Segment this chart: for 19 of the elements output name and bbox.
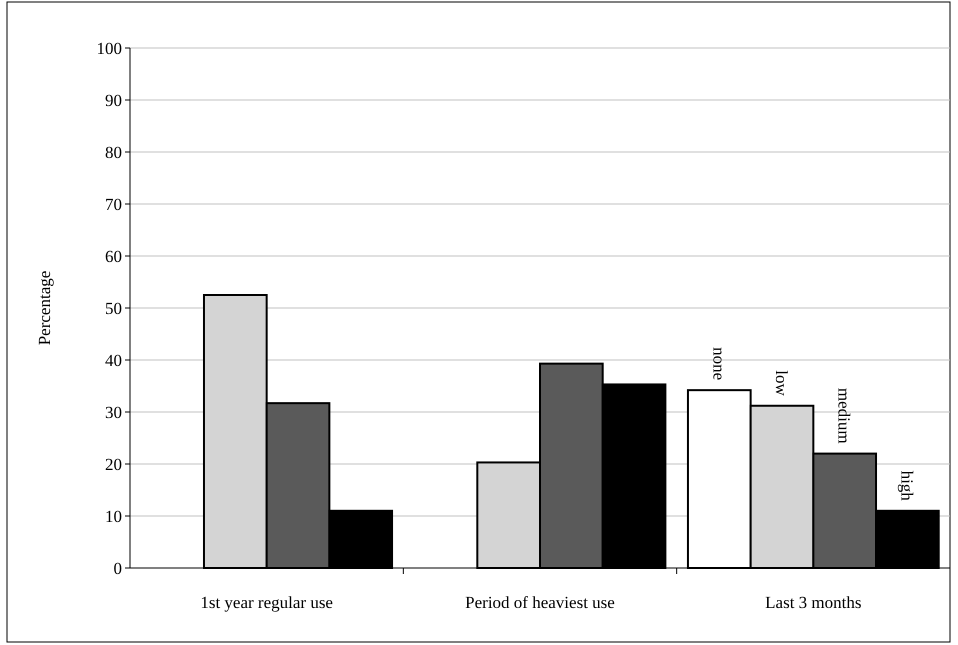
y-tick-label: 100 — [96, 38, 122, 58]
text: medium — [834, 388, 854, 444]
text: low — [772, 370, 792, 396]
x-tick-label: 1st year regular use — [200, 593, 333, 612]
y-tick-label: 80 — [105, 142, 122, 162]
x-tick-label: Last 3 months — [765, 593, 862, 612]
y-tick-label: 70 — [105, 194, 122, 214]
y-tick-label: 30 — [105, 402, 122, 422]
y-tick-label: 20 — [105, 454, 122, 474]
y-axis-title: Percentage — [35, 270, 54, 346]
y-tick-label: 40 — [105, 350, 122, 370]
y-tick-label: 50 — [105, 298, 122, 318]
y-tick-label: 60 — [105, 246, 122, 266]
text: high — [897, 470, 916, 502]
x-tick-label: Period of heaviest use — [465, 593, 615, 612]
y-tick-label: 90 — [105, 90, 122, 110]
y-tick-label: 0 — [114, 558, 122, 578]
y-tick-label: 10 — [105, 506, 122, 526]
text: none — [709, 347, 728, 380]
